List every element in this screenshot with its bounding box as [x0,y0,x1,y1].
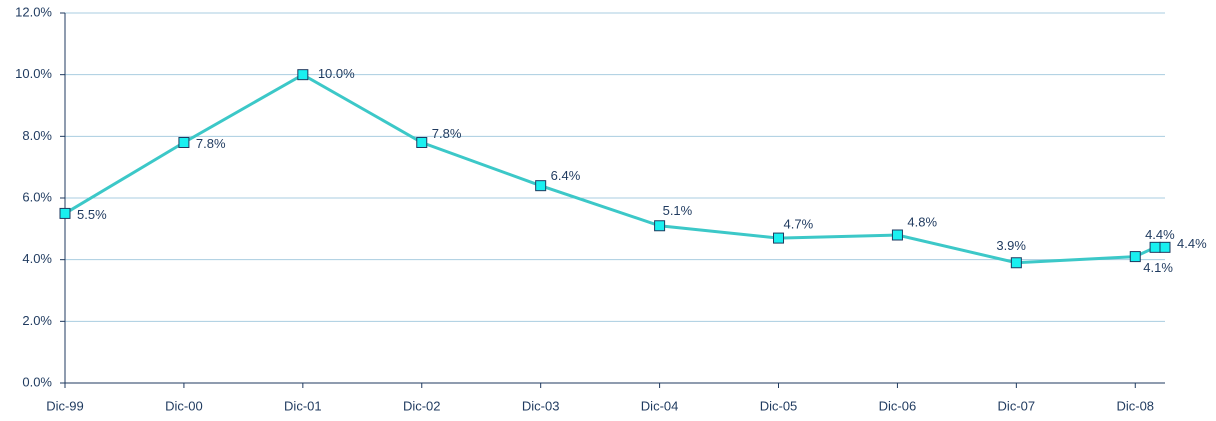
data-label: 4.8% [907,214,937,229]
x-tick-label: Dic-00 [165,398,203,413]
marker [1159,241,1171,253]
y-tick-label: 8.0% [22,128,52,143]
x-tick-label: Dic-99 [46,398,84,413]
marker [297,69,309,81]
marker [1010,257,1022,269]
data-label: 5.5% [77,207,107,222]
marker [59,207,71,219]
x-tick-label: Dic-03 [522,398,560,413]
y-tick-label: 2.0% [22,313,52,328]
data-label: 7.8% [432,126,462,141]
x-tick-label: Dic-02 [403,398,441,413]
y-tick-label: 4.0% [22,251,52,266]
marker [1149,241,1161,253]
data-label: 6.4% [551,168,581,183]
marker [654,220,666,232]
data-label: 4.4% [1177,236,1207,251]
data-label: 4.7% [784,217,814,232]
x-tick-label: Dic-08 [1116,398,1154,413]
data-label: 5.1% [663,203,693,218]
line [64,72,1165,265]
y-tick-label: 0.0% [22,374,52,389]
x-tick-label: Dic-05 [760,398,798,413]
data-label: 4.1% [1143,260,1173,275]
marker [416,137,428,148]
data-label: 4.4% [1145,227,1175,242]
marker [535,180,547,192]
x-tick-label: Dic-04 [641,398,679,413]
x-tick-label: Dic-07 [998,398,1036,413]
data-label: 10.0% [318,66,355,81]
y-tick-label: 6.0% [22,189,52,204]
marker [773,232,785,244]
x-tick-label: Dic-01 [284,398,322,413]
marker [891,229,903,241]
x-tick-label: Dic-06 [879,398,917,413]
data-label: 7.8% [196,136,226,151]
y-tick-label: 10.0% [15,66,52,81]
marker [1129,251,1141,263]
marker [178,137,190,148]
data-label: 3.9% [996,238,1026,253]
y-tick-label: 12.0% [15,4,52,19]
